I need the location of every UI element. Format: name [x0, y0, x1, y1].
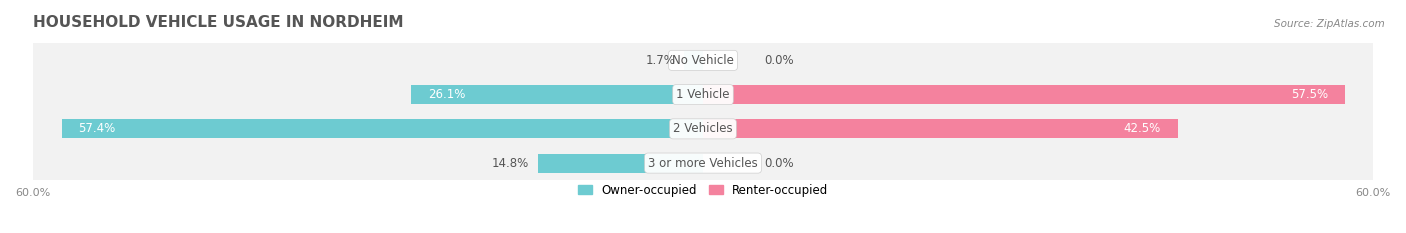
Text: 14.8%: 14.8%	[492, 157, 529, 170]
Text: 57.4%: 57.4%	[79, 122, 115, 135]
Bar	[32, 146, 1374, 180]
Bar	[32, 112, 1374, 146]
Bar	[62, 120, 703, 138]
Text: HOUSEHOLD VEHICLE USAGE IN NORDHEIM: HOUSEHOLD VEHICLE USAGE IN NORDHEIM	[32, 15, 404, 30]
Bar	[32, 43, 1374, 78]
Text: 0.0%: 0.0%	[765, 54, 794, 67]
Text: 26.1%: 26.1%	[429, 88, 465, 101]
Text: 2 Vehicles: 2 Vehicles	[673, 122, 733, 135]
Bar	[412, 85, 703, 104]
Bar	[537, 154, 703, 172]
Text: 1 Vehicle: 1 Vehicle	[676, 88, 730, 101]
Text: 3 or more Vehicles: 3 or more Vehicles	[648, 157, 758, 170]
Bar	[703, 85, 1346, 104]
Bar	[703, 120, 1178, 138]
Text: 1.7%: 1.7%	[645, 54, 675, 67]
Text: 42.5%: 42.5%	[1123, 122, 1161, 135]
Legend: Owner-occupied, Renter-occupied: Owner-occupied, Renter-occupied	[572, 179, 834, 202]
Text: No Vehicle: No Vehicle	[672, 54, 734, 67]
Text: Source: ZipAtlas.com: Source: ZipAtlas.com	[1274, 19, 1385, 29]
Text: 57.5%: 57.5%	[1292, 88, 1329, 101]
Text: 0.0%: 0.0%	[765, 157, 794, 170]
Bar	[32, 78, 1374, 112]
Bar	[683, 51, 703, 70]
